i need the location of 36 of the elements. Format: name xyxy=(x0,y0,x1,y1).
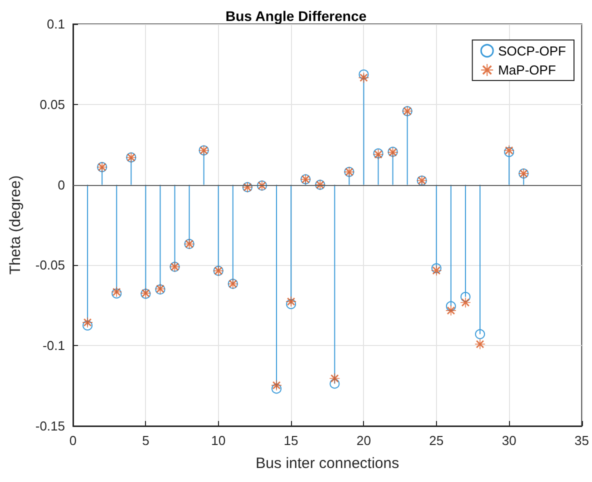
y-tick-label: -0.15 xyxy=(35,418,65,434)
legend-label: SOCP-OPF xyxy=(498,43,566,58)
point xyxy=(460,292,470,302)
x-tick-label: 15 xyxy=(284,433,298,448)
point xyxy=(330,373,340,384)
point xyxy=(460,298,470,308)
point xyxy=(446,306,456,316)
x-tick-label: 30 xyxy=(502,433,516,448)
point xyxy=(431,266,442,276)
chart-title: Bus Angle Difference xyxy=(225,8,367,24)
y-tick-label: 0 xyxy=(58,177,65,192)
y-tick-label: -0.1 xyxy=(42,338,65,354)
point xyxy=(330,378,340,389)
x-tick-label: 10 xyxy=(211,433,226,448)
point xyxy=(82,317,93,328)
point xyxy=(82,320,93,330)
y-tick-label: -0.05 xyxy=(35,258,65,273)
point xyxy=(286,296,296,307)
legend-label: MaP-OPF xyxy=(498,62,556,78)
x-axis-title: Bus inter connections xyxy=(256,455,400,472)
point xyxy=(358,69,369,80)
point xyxy=(286,299,296,310)
x-tick-label: 25 xyxy=(429,433,444,448)
x-tick-label: 0 xyxy=(69,433,77,448)
y-tick-label: 0.1 xyxy=(46,16,65,32)
point xyxy=(475,329,486,340)
y-tick-label: 0.05 xyxy=(40,96,65,112)
point xyxy=(431,263,442,274)
point xyxy=(475,339,486,350)
point xyxy=(446,301,456,312)
point xyxy=(272,384,282,394)
point xyxy=(272,380,282,390)
y-axis-title: Theta (degree) xyxy=(7,175,24,275)
x-tick-label: 35 xyxy=(574,433,590,448)
x-tick-label: 20 xyxy=(356,433,371,448)
x-tick-label: 5 xyxy=(142,433,150,448)
